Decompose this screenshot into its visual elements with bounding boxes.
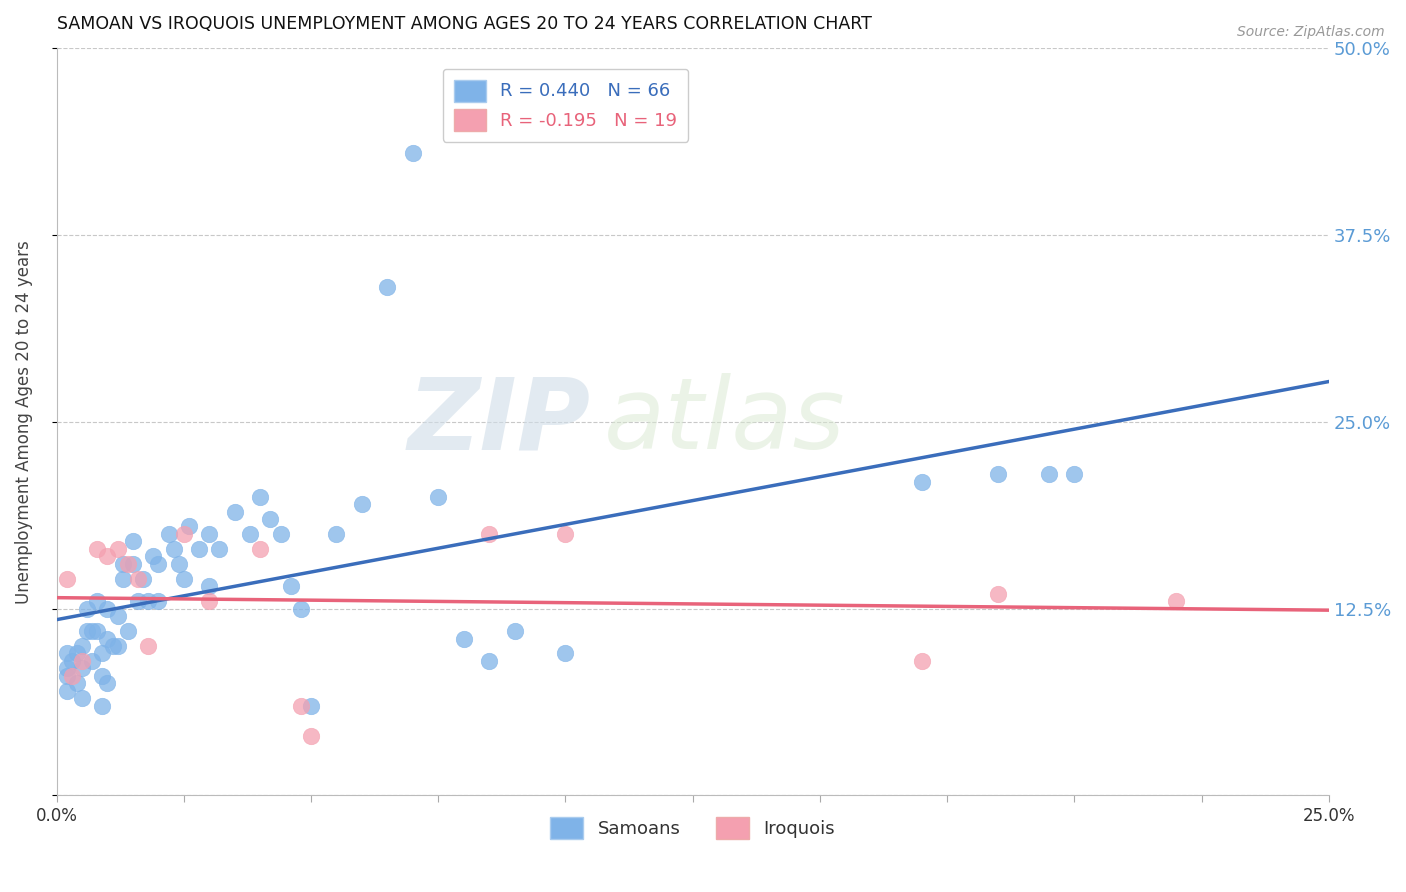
Point — [173, 527, 195, 541]
Point — [82, 654, 104, 668]
Point — [911, 654, 934, 668]
Point — [1164, 594, 1187, 608]
Point — [60, 654, 83, 668]
Point — [111, 572, 134, 586]
Text: Source: ZipAtlas.com: Source: ZipAtlas.com — [1237, 25, 1385, 39]
Point — [122, 534, 145, 549]
Point — [91, 669, 114, 683]
Point — [127, 572, 149, 586]
Point — [177, 519, 200, 533]
Point — [290, 698, 312, 713]
Point — [101, 639, 124, 653]
Point — [91, 647, 114, 661]
Point — [478, 654, 501, 668]
Point — [427, 490, 450, 504]
Point — [188, 541, 211, 556]
Point — [107, 609, 129, 624]
Point — [96, 601, 118, 615]
Point — [270, 527, 292, 541]
Point — [86, 541, 108, 556]
Point — [96, 549, 118, 564]
Point — [1063, 467, 1085, 482]
Point — [136, 639, 159, 653]
Text: atlas: atlas — [603, 374, 845, 470]
Point — [117, 624, 139, 638]
Point — [249, 490, 271, 504]
Point — [70, 654, 93, 668]
Point — [249, 541, 271, 556]
Point — [56, 669, 79, 683]
Point — [198, 594, 221, 608]
Point — [453, 632, 475, 646]
Point — [290, 601, 312, 615]
Text: SAMOAN VS IROQUOIS UNEMPLOYMENT AMONG AGES 20 TO 24 YEARS CORRELATION CHART: SAMOAN VS IROQUOIS UNEMPLOYMENT AMONG AG… — [56, 15, 872, 33]
Point — [350, 497, 373, 511]
Point — [76, 624, 98, 638]
Point — [142, 549, 165, 564]
Point — [911, 475, 934, 489]
Point — [136, 594, 159, 608]
Point — [107, 639, 129, 653]
Point — [987, 587, 1010, 601]
Point — [56, 661, 79, 675]
Point — [299, 729, 322, 743]
Point — [107, 541, 129, 556]
Point — [554, 647, 576, 661]
Point — [148, 557, 170, 571]
Y-axis label: Unemployment Among Ages 20 to 24 years: Unemployment Among Ages 20 to 24 years — [15, 240, 32, 604]
Point — [299, 698, 322, 713]
Point — [173, 572, 195, 586]
Point — [76, 601, 98, 615]
Point — [56, 683, 79, 698]
Point — [60, 669, 83, 683]
Point — [117, 557, 139, 571]
Point — [56, 572, 79, 586]
Legend: Samoans, Iroquois: Samoans, Iroquois — [543, 810, 842, 847]
Point — [402, 146, 425, 161]
Point — [163, 541, 186, 556]
Point — [325, 527, 347, 541]
Point — [503, 624, 526, 638]
Point — [167, 557, 190, 571]
Point — [132, 572, 155, 586]
Point — [86, 594, 108, 608]
Point — [96, 676, 118, 690]
Point — [148, 594, 170, 608]
Point — [239, 527, 262, 541]
Point — [478, 527, 501, 541]
Point — [1038, 467, 1060, 482]
Point — [96, 632, 118, 646]
Point — [259, 512, 281, 526]
Point — [377, 280, 399, 294]
Point — [157, 527, 180, 541]
Point — [91, 698, 114, 713]
Point — [56, 647, 79, 661]
Point — [208, 541, 231, 556]
Point — [66, 647, 89, 661]
Text: ZIP: ZIP — [408, 374, 591, 470]
Point — [122, 557, 145, 571]
Point — [70, 691, 93, 706]
Point — [280, 579, 302, 593]
Point — [82, 624, 104, 638]
Point — [198, 579, 221, 593]
Point — [987, 467, 1010, 482]
Point — [554, 527, 576, 541]
Point — [66, 676, 89, 690]
Point — [86, 624, 108, 638]
Point — [111, 557, 134, 571]
Point — [127, 594, 149, 608]
Point — [224, 504, 246, 518]
Point — [70, 639, 93, 653]
Point — [70, 661, 93, 675]
Point — [198, 527, 221, 541]
